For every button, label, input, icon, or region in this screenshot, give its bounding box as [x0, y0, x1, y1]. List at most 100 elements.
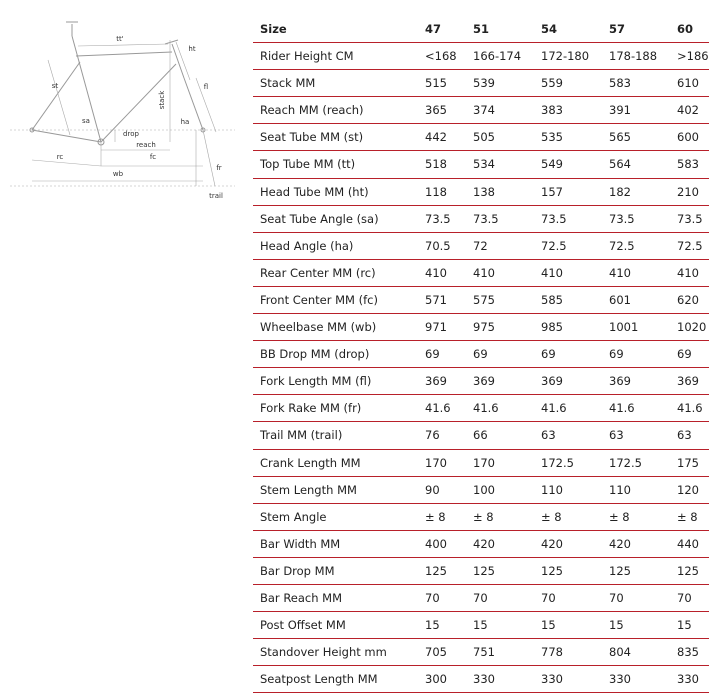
- cell-value: 565: [609, 130, 631, 145]
- cell-value: 125: [541, 563, 563, 578]
- cell-value: 1001: [609, 320, 639, 335]
- cell-value: 705: [425, 645, 447, 660]
- cell-value: 63: [677, 428, 692, 443]
- cell-value: 54: [541, 22, 558, 36]
- diagram-label: sa: [82, 117, 90, 125]
- row-label: Crank Length MM: [260, 455, 361, 470]
- cell-value: 138: [473, 184, 495, 199]
- cell-value: 369: [541, 374, 563, 389]
- row-label: Bar Reach MM: [260, 590, 343, 605]
- table-row: Stem Length MM 90 100 110 110 120: [253, 477, 709, 504]
- row-label: Head Angle (ha): [260, 238, 354, 253]
- cell-value: 57: [609, 22, 626, 36]
- cell-value: 985: [541, 320, 563, 335]
- row-label: Fork Length MM (fl): [260, 374, 372, 389]
- cell-value: 610: [677, 76, 699, 91]
- cell-value: 73.5: [473, 211, 499, 226]
- cell-value: 125: [473, 563, 495, 578]
- cell-value: 72: [473, 238, 488, 253]
- cell-value: 410: [677, 265, 699, 280]
- cell-value: 166-174: [473, 49, 522, 64]
- cell-value: 804: [609, 645, 631, 660]
- cell-value: ± 8: [677, 509, 698, 524]
- cell-value: 420: [609, 536, 631, 551]
- row-label: Wheelbase MM (wb): [260, 320, 377, 335]
- cell-value: >186: [677, 49, 709, 64]
- table-row: Reach MM (reach) 365 374 383 391 402: [253, 97, 709, 125]
- cell-value: 420: [473, 536, 495, 551]
- table-row: Trail MM (trail) 76 66 63 63 63: [253, 422, 709, 450]
- cell-value: 369: [677, 374, 699, 389]
- cell-value: 172-180: [541, 49, 590, 64]
- cell-value: 69: [473, 347, 488, 362]
- cell-value: 383: [541, 103, 563, 118]
- cell-value: 73.5: [541, 211, 567, 226]
- cell-value: 70: [541, 590, 556, 605]
- cell-value: 571: [425, 292, 447, 307]
- cell-value: 835: [677, 645, 699, 660]
- cell-value: 70: [425, 590, 440, 605]
- table-row: Head Angle (ha) 70.5 72 72.5 72.5 72.5: [253, 233, 709, 260]
- cell-value: 15: [541, 618, 556, 633]
- cell-value: 170: [425, 455, 447, 470]
- row-label: Seatpost Length MM: [260, 672, 378, 687]
- table-row: Fork Rake MM (fr) 41.6 41.6 41.6 41.6 41.6: [253, 395, 709, 423]
- table-row: Top Tube MM (tt) 518 534 549 564 583: [253, 151, 709, 179]
- table-row: Fork Length MM (fl) 369 369 369 369 369: [253, 368, 709, 396]
- cell-value: 60: [677, 22, 694, 36]
- cell-value: 369: [609, 374, 631, 389]
- table-row: Post Offset MM 15 15 15 15 15: [253, 612, 709, 640]
- diagram-label: st: [52, 82, 59, 90]
- table-row: Standover Height mm 705 751 778 804 835: [253, 639, 709, 667]
- cell-value: 73.5: [677, 211, 703, 226]
- cell-value: 66: [473, 428, 488, 443]
- cell-value: 391: [609, 103, 631, 118]
- table-row: Rear Center MM (rc) 410 410 410 410 410: [253, 260, 709, 287]
- cell-value: 975: [473, 320, 495, 335]
- cell-value: 157: [541, 184, 563, 199]
- cell-value: 73.5: [425, 211, 451, 226]
- row-label: Head Tube MM (ht): [260, 184, 369, 199]
- row-label: BB Drop MM (drop): [260, 347, 370, 362]
- cell-value: 70.5: [425, 238, 451, 253]
- cell-value: 41.6: [609, 401, 635, 416]
- cell-value: 400: [425, 536, 447, 551]
- cell-value: 178-188: [609, 49, 658, 64]
- row-label: Stack MM: [260, 76, 316, 91]
- geometry-table: Size 47 51 54 57 60 Rider Height CM <168 166-174…: [253, 16, 709, 694]
- table-row: Bar Reach MM 70 70 70 70 70: [253, 585, 709, 613]
- cell-value: 41.6: [473, 401, 499, 416]
- geometry-diagram: tt' ht st stack fl sa ha drop reach rc fc wb fr trail: [10, 21, 235, 200]
- table-row: Wheelbase MM (wb) 971 975 985 1001 1020: [253, 314, 709, 342]
- cell-value: 120: [677, 482, 699, 497]
- cell-value: 70: [677, 590, 692, 605]
- cell-value: 778: [541, 645, 563, 660]
- cell-value: 118: [425, 184, 447, 199]
- table-row: Front Center MM (fc) 571 575 585 601 620: [253, 287, 709, 315]
- diagram-label: tt': [116, 35, 123, 43]
- cell-value: 442: [425, 130, 447, 145]
- table-row: Crank Length MM 170 170 172.5 172.5 175: [253, 450, 709, 477]
- cell-value: 374: [473, 103, 495, 118]
- cell-value: 330: [541, 672, 563, 687]
- cell-value: 72.5: [677, 238, 703, 253]
- cell-value: 73.5: [609, 211, 635, 226]
- cell-value: 585: [541, 292, 563, 307]
- cell-value: 100: [473, 482, 495, 497]
- table-row: Stack MM 515 539 559 583 610: [253, 70, 709, 98]
- diagram-label: fr: [216, 164, 221, 172]
- cell-value: 125: [609, 563, 631, 578]
- cell-value: 172.5: [609, 455, 642, 470]
- row-label: Post Offset MM: [260, 618, 346, 633]
- cell-value: 69: [609, 347, 624, 362]
- cell-value: ± 8: [425, 509, 446, 524]
- cell-value: 440: [677, 536, 699, 551]
- row-label: Stem Length MM: [260, 482, 357, 497]
- cell-value: ± 8: [473, 509, 494, 524]
- row-label: Bar Drop MM: [260, 563, 335, 578]
- cell-value: 330: [677, 672, 699, 687]
- table-row: Seat Tube Angle (sa) 73.5 73.5 73.5 73.5 73.5: [253, 206, 709, 233]
- cell-value: 535: [541, 130, 563, 145]
- row-label: Reach MM (reach): [260, 103, 364, 118]
- dimension-lines: [10, 40, 235, 187]
